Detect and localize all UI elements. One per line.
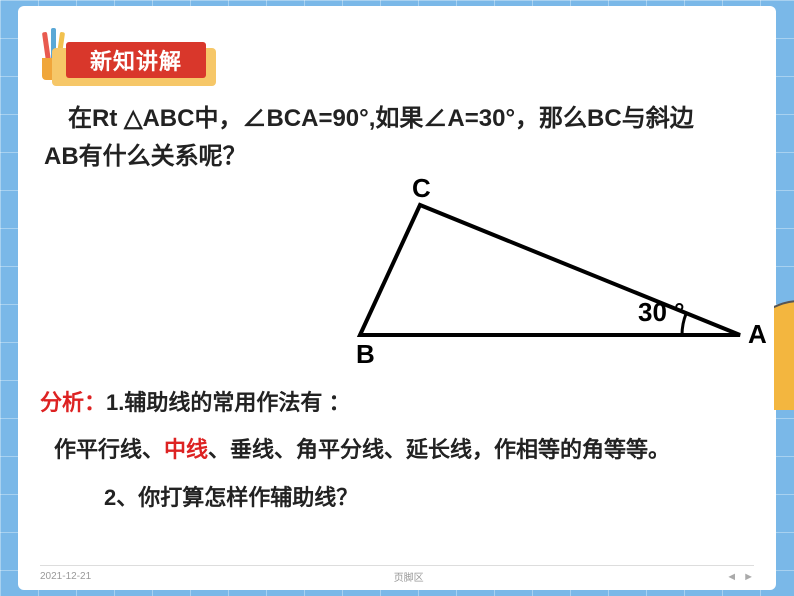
analysis-line1: 分析：1.辅助线的常用作法有 ： [40,383,754,423]
analysis-item1-num: 1. [106,390,124,415]
analysis-prefix: 分析： [40,390,106,415]
triangle-svg [320,175,760,375]
angle-label-30: 30 ° [638,297,685,328]
vertex-label-b: B [356,339,375,370]
vertex-label-c: C [412,173,431,204]
analysis-line3: 2、你打算怎样作辅助线？ [104,478,754,518]
prev-icon[interactable]: ◄ [726,571,737,583]
question-text: 在Rt △ABC中，∠BCA=90°,如果∠A=30°，那么BC与斜边 AB有什… [44,100,754,177]
triangle-diagram: A B C 30 ° [320,175,760,375]
ribbon-title: 新知讲解 [66,42,206,78]
slide-content: 新知讲解 在Rt △ABC中，∠BCA=90°,如果∠A=30°，那么BC与斜边… [18,6,776,590]
footer-date: 2021-12-21 [40,571,91,582]
footer-center: 页脚区 [91,569,726,584]
footer-nav: ◄ ► [726,571,754,583]
line2-pre: 作平行线、 [54,437,164,462]
line2-post: 、垂线、角平分线、延长线，作相等的角等等。 [208,437,670,462]
question-line1: 在Rt △ABC中，∠BCA=90°,如果∠A=30°，那么BC与斜边 [44,105,694,132]
line2-mid: 中线 [164,437,208,462]
next-icon[interactable]: ► [743,571,754,583]
slide-footer: 2021-12-21 页脚区 ◄ ► [40,565,754,584]
vertex-label-a: A [748,319,767,350]
analysis-line2: 作平行线、中线、垂线、角平分线、延长线，作相等的角等等。 [54,430,754,470]
analysis-item1-text: 辅助线的常用作法有 ： [124,390,350,415]
protractor-decoration [774,290,794,410]
question-line2: AB有什么关系呢？ [44,143,247,170]
section-ribbon: 新知讲解 [36,34,236,90]
